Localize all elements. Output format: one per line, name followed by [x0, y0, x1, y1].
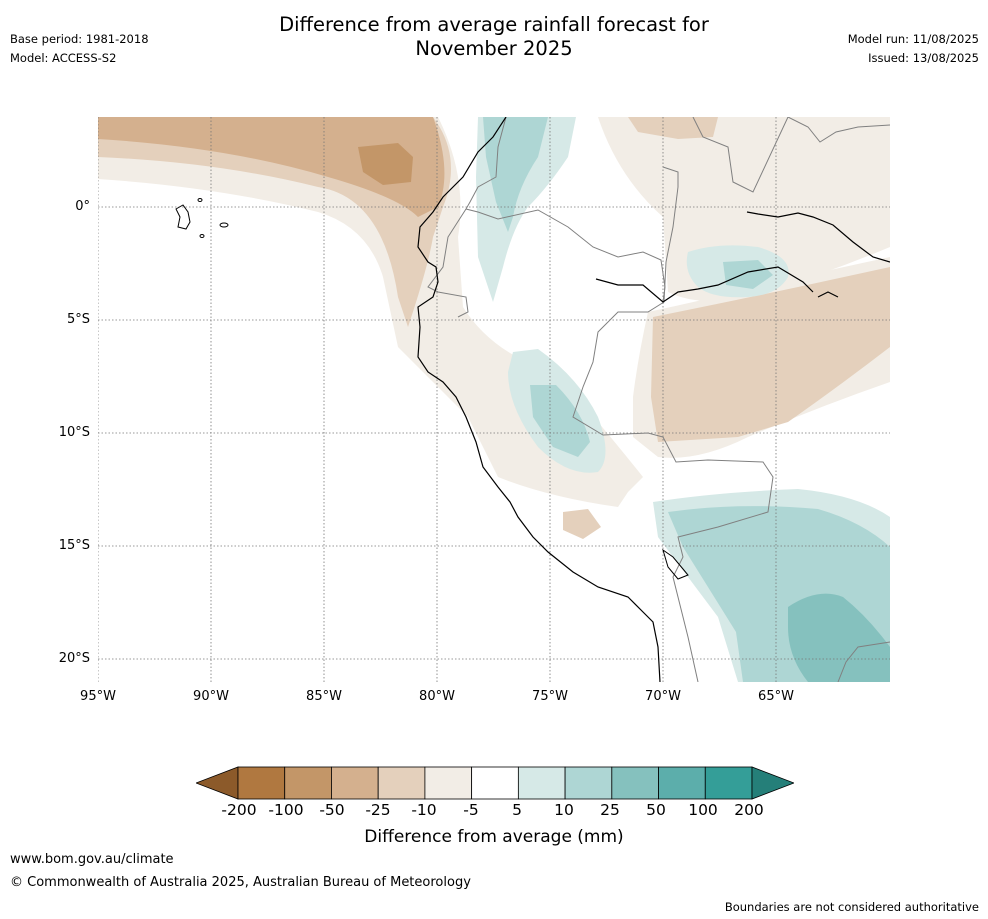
lon-label-85w: 85°W	[306, 689, 342, 704]
lat-label-10s: 10°S	[58, 425, 90, 440]
map-title: Difference from average rainfall forecas…	[0, 13, 988, 61]
colorbar-tick-label: 50	[646, 801, 666, 819]
rainfall-anomaly-map	[98, 117, 890, 682]
colorbar-swatch	[704, 766, 753, 800]
colorbar-swatch	[611, 766, 659, 800]
colorbar-swatch	[564, 766, 613, 800]
title-line-1: Difference from average rainfall forecas…	[279, 13, 709, 36]
lat-label-15s: 15°S	[58, 538, 90, 553]
colorbar-swatch	[331, 766, 379, 800]
colorbar-tick-label: 100	[688, 801, 718, 819]
colorbar-title: Difference from average (mm)	[364, 827, 624, 847]
lon-label-65w: 65°W	[758, 689, 794, 704]
coastline	[417, 117, 890, 682]
colorbar-tick-label: -50	[319, 801, 345, 819]
lon-label-75w: 75°W	[532, 689, 568, 704]
disclaimer-text: Boundaries are not considered authoritat…	[724, 900, 979, 914]
colorbar-tick-label: 5	[512, 801, 522, 819]
colorbar-swatch	[237, 766, 286, 800]
graticule	[98, 117, 890, 682]
country-borders	[427, 117, 890, 682]
colorbar-swatch	[658, 766, 706, 800]
colorbar-swatch	[284, 766, 332, 800]
colorbar-tick-label: -25	[365, 801, 391, 819]
colorbar-tick-label: 25	[600, 801, 620, 819]
colorbar-tick-label: 200	[734, 801, 764, 819]
colorbar-tick-label: -10	[411, 801, 437, 819]
model-text: Model: ACCESS-S2	[10, 51, 117, 65]
base-period-text: Base period: 1981-2018	[10, 32, 149, 46]
colorbar-swatch	[517, 766, 566, 800]
lon-label-80w: 80°W	[419, 689, 455, 704]
wet-anomaly-areas	[476, 117, 890, 682]
lon-label-95w: 95°W	[80, 689, 116, 704]
colorbar-tick-label: -200	[221, 801, 257, 819]
colorbar-swatch	[196, 766, 239, 800]
model-run-text: Model run: 11/08/2025	[847, 32, 979, 46]
copyright-text: © Commonwealth of Australia 2025, Austra…	[10, 875, 471, 890]
colorbar-swatch	[424, 766, 473, 800]
colorbar-swatch	[377, 766, 426, 800]
colorbar-swatch	[471, 766, 519, 800]
dry-anomaly-areas	[98, 117, 890, 539]
colorbar-swatch	[751, 766, 794, 800]
lat-label-5s: 5°S	[66, 312, 90, 327]
colorbar-tick-label: 10	[554, 801, 574, 819]
lon-label-90w: 90°W	[193, 689, 229, 704]
lat-label-20s: 20°S	[58, 651, 90, 666]
colorbar-tick-label: -5	[463, 801, 479, 819]
colorbar	[196, 766, 794, 800]
title-line-2: November 2025	[415, 37, 573, 60]
issued-text: Issued: 13/08/2025	[868, 51, 979, 65]
lake-titicaca	[662, 548, 689, 580]
colorbar-tick-label: -100	[268, 801, 304, 819]
lon-label-70w: 70°W	[645, 689, 681, 704]
lat-label-0: 0°	[75, 199, 90, 214]
website-text: www.bom.gov.au/climate	[10, 852, 174, 867]
galapagos-islands	[175, 198, 229, 238]
